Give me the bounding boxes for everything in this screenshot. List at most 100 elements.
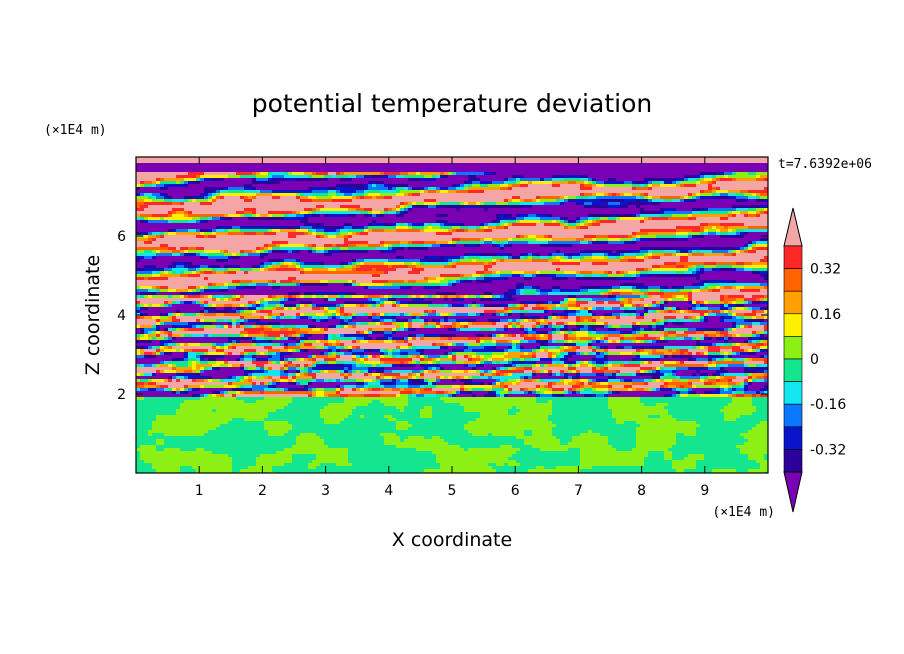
field-cell xyxy=(148,304,153,308)
field-cell xyxy=(680,184,685,188)
field-cell xyxy=(196,220,201,224)
field-cell xyxy=(540,379,545,383)
field-cell xyxy=(468,430,525,434)
field-cell xyxy=(208,253,225,257)
field-cell xyxy=(296,349,301,353)
field-cell xyxy=(720,298,725,302)
field-cell xyxy=(688,265,693,269)
field-cell xyxy=(368,367,381,371)
field-cell xyxy=(324,439,385,443)
field-cell xyxy=(504,382,513,386)
field-cell xyxy=(216,193,221,197)
field-cell xyxy=(332,196,353,200)
field-cell xyxy=(532,430,553,434)
field-cell xyxy=(368,403,385,407)
field-cell xyxy=(568,358,593,362)
field-cell xyxy=(712,289,721,293)
field-cell xyxy=(556,307,565,311)
field-cell xyxy=(308,304,313,308)
field-cell xyxy=(200,370,205,374)
field-cell xyxy=(156,238,345,242)
field-cell xyxy=(368,223,373,227)
field-cell xyxy=(252,265,257,269)
field-cell xyxy=(324,421,341,425)
field-cell xyxy=(608,361,613,365)
field-cell xyxy=(332,313,337,317)
field-cell xyxy=(560,301,565,305)
field-cell xyxy=(280,286,365,290)
field-cell xyxy=(568,352,577,356)
field-cell xyxy=(252,325,257,329)
field-cell xyxy=(456,295,461,299)
field-cell xyxy=(432,406,465,410)
field-cell xyxy=(356,358,361,362)
field-cell xyxy=(184,184,189,188)
field-cell xyxy=(572,331,577,335)
field-cell xyxy=(244,304,249,308)
field-cell xyxy=(368,298,373,302)
field-cell xyxy=(232,364,241,368)
field-cell xyxy=(592,379,597,383)
field-cell xyxy=(236,295,241,299)
field-cell xyxy=(692,193,697,197)
field-cell xyxy=(284,367,289,371)
field-cell xyxy=(616,220,641,224)
field-cell xyxy=(180,403,289,407)
field-cell xyxy=(560,217,565,221)
field-cell xyxy=(172,334,181,338)
field-cell xyxy=(728,214,733,218)
field-cell xyxy=(644,388,649,392)
field-cell xyxy=(268,334,281,338)
field-cell xyxy=(752,358,765,362)
field-cell xyxy=(336,361,345,365)
field-cell xyxy=(232,469,241,473)
field-cell xyxy=(140,346,145,350)
field-cell xyxy=(408,397,441,401)
field-cell xyxy=(384,172,401,176)
field-cell xyxy=(616,277,633,281)
field-cell xyxy=(164,448,181,452)
field-cell xyxy=(704,286,709,290)
field-cell xyxy=(436,343,445,347)
field-cell xyxy=(192,367,197,371)
field-cell xyxy=(568,256,573,260)
field-cell xyxy=(560,196,565,200)
field-cell xyxy=(564,370,569,374)
field-cell xyxy=(340,190,357,194)
field-cell xyxy=(360,265,389,269)
field-cell xyxy=(648,193,689,197)
field-cell xyxy=(664,307,669,311)
field-cell xyxy=(608,262,665,266)
field-cell xyxy=(176,229,189,233)
field-cell xyxy=(608,241,625,245)
field-cell xyxy=(256,283,269,287)
field-cell xyxy=(348,451,433,455)
field-cell xyxy=(260,172,269,176)
field-cell xyxy=(464,346,469,350)
field-cell xyxy=(620,238,633,242)
field-cell xyxy=(276,295,285,299)
field-cell xyxy=(468,304,473,308)
field-cell xyxy=(184,376,189,380)
field-cell xyxy=(564,298,569,302)
field-cell xyxy=(576,388,581,392)
field-cell xyxy=(668,298,673,302)
field-cell xyxy=(244,349,257,353)
field-cell xyxy=(620,202,629,206)
field-cell xyxy=(364,196,373,200)
field-cell xyxy=(700,304,705,308)
field-cell xyxy=(264,352,269,356)
field-cell xyxy=(532,256,541,260)
field-cell xyxy=(704,271,753,275)
field-cell xyxy=(264,427,293,431)
field-cell xyxy=(288,388,297,392)
field-cell xyxy=(508,304,513,308)
field-cell xyxy=(760,214,768,218)
field-cell xyxy=(156,439,165,443)
field-cell xyxy=(184,388,189,392)
field-cell xyxy=(652,328,657,332)
field-cell xyxy=(660,388,673,392)
field-cell xyxy=(252,211,257,215)
field-cell xyxy=(264,346,273,350)
field-cell xyxy=(348,280,353,284)
